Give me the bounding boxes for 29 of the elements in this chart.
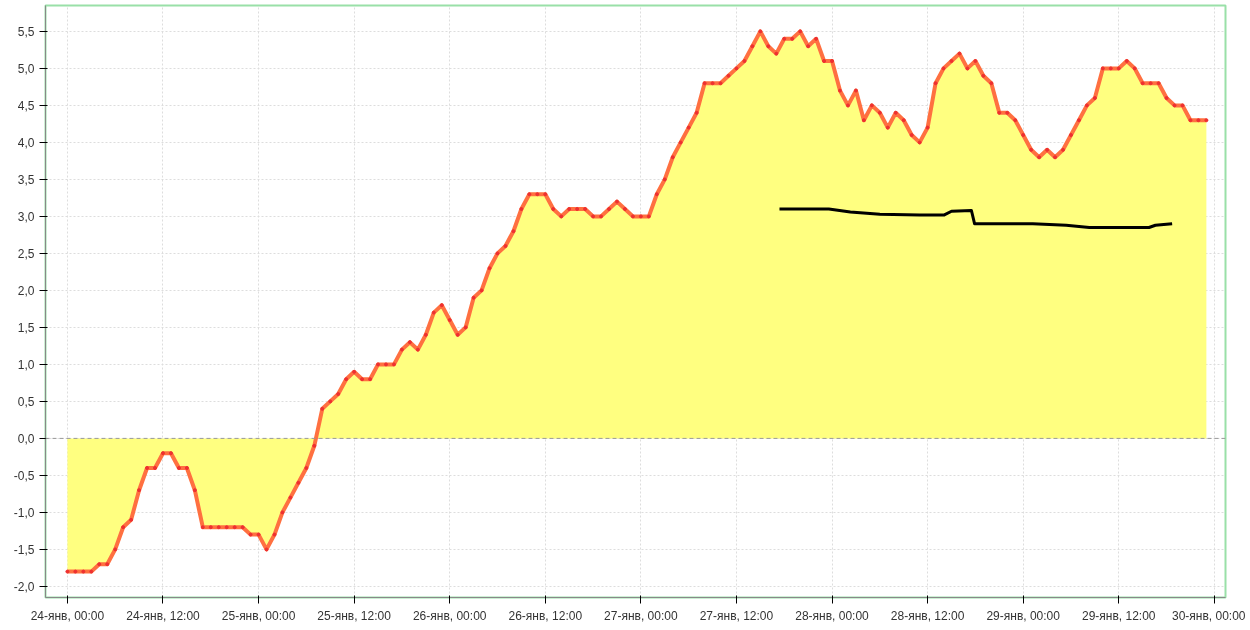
y-tick-label: 3,5 xyxy=(17,172,35,187)
y-tick-label: 1,0 xyxy=(17,357,35,372)
y-tick-label: -2,0 xyxy=(13,579,35,594)
y-tick-label: -0,5 xyxy=(13,468,35,483)
y-tick-label: 5,5 xyxy=(17,24,35,39)
y-tick-label: 2,0 xyxy=(17,283,35,298)
y-tick-label: 5,0 xyxy=(17,61,35,76)
x-tick-label: 26-янв, 00:00 xyxy=(412,608,487,623)
x-tick-label: 29-янв, 00:00 xyxy=(986,608,1061,623)
x-tick-label: 27-янв, 12:00 xyxy=(699,608,774,623)
x-tick-label: 26-янв, 12:00 xyxy=(508,608,583,623)
y-tick-label: 1,5 xyxy=(17,320,35,335)
y-tick-label: -1,5 xyxy=(13,542,35,557)
y-tick-label: 0,5 xyxy=(17,394,35,409)
x-tick-label: 24-янв, 12:00 xyxy=(126,608,201,623)
x-tick-label: 29-янв, 12:00 xyxy=(1082,608,1156,623)
y-tick-label: 4,5 xyxy=(17,98,35,113)
x-tick-label: 27-янв, 00:00 xyxy=(604,608,678,623)
x-tick-label: 25-янв, 00:00 xyxy=(221,608,296,623)
y-tick-label: -1,0 xyxy=(13,505,35,520)
y-tick-label: 3,0 xyxy=(17,209,35,224)
x-tick-label: 25-янв, 12:00 xyxy=(317,608,392,623)
x-tick-label: 24-янв, 00:00 xyxy=(30,608,105,623)
x-tick-label: 28-янв, 12:00 xyxy=(890,608,965,623)
x-tick-label: 28-янв, 00:00 xyxy=(795,608,870,623)
y-tick-label: 0,0 xyxy=(17,431,35,446)
y-tick-label: 2,5 xyxy=(17,246,35,261)
x-tick-label: 30-янв, 00:00 xyxy=(1171,608,1246,623)
y-tick-label: 4,0 xyxy=(17,135,35,150)
